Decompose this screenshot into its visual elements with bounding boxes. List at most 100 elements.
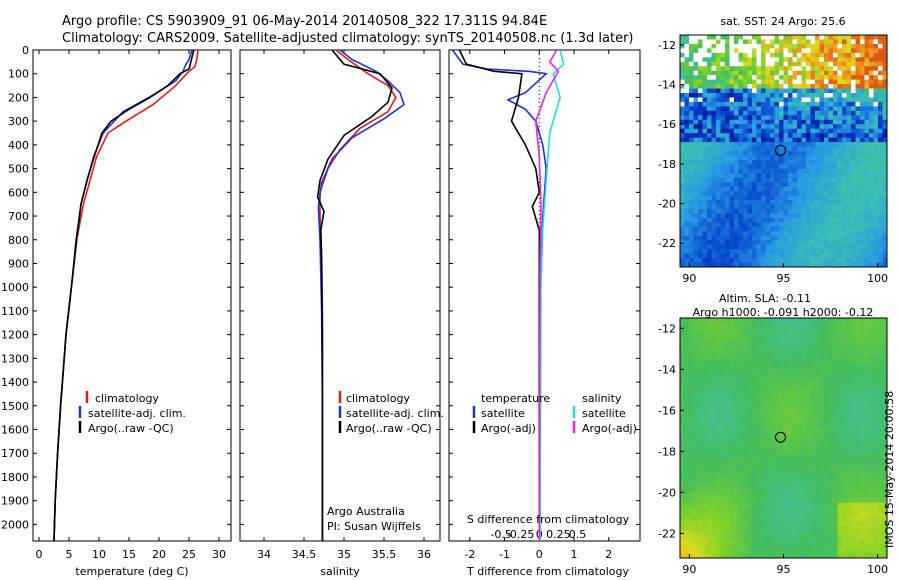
- map-cell: [824, 231, 830, 237]
- map-cell: [752, 382, 758, 388]
- map-cell: [828, 124, 834, 130]
- map-cell: [855, 101, 861, 107]
- map-cell: [792, 336, 798, 342]
- map-cell: [761, 195, 767, 201]
- map-cell: [860, 401, 866, 407]
- y-tick-label: 1100: [1, 305, 29, 318]
- map-cell: [788, 79, 794, 85]
- map-cell: [729, 534, 735, 541]
- map-cell: [770, 498, 776, 504]
- map-cell: [774, 217, 780, 223]
- map-cell: [842, 217, 848, 223]
- map-cell: [756, 57, 762, 63]
- map-cell: [752, 88, 758, 94]
- map-cell: [689, 48, 695, 54]
- map-cell: [860, 97, 866, 103]
- map-cell: [698, 461, 704, 467]
- map-cell: [801, 428, 807, 434]
- map-cell: [788, 387, 794, 393]
- map-cell: [720, 502, 726, 508]
- map-cell: [837, 544, 843, 550]
- map-cell: [846, 327, 852, 333]
- map-cell: [761, 364, 767, 370]
- map-cell: [752, 155, 758, 161]
- map-cell: [797, 447, 803, 453]
- map-cell: [684, 548, 690, 554]
- map-cell: [788, 442, 794, 448]
- map-cell: [698, 84, 704, 90]
- map-cell: [720, 106, 726, 112]
- map-cell: [680, 177, 686, 183]
- map-cell: [837, 258, 843, 264]
- map-cell: [810, 410, 816, 416]
- map-cell: [774, 70, 780, 76]
- map-cell: [693, 43, 699, 49]
- map-cell: [765, 442, 771, 448]
- map-cell: [788, 217, 794, 223]
- map-cell: [725, 43, 731, 49]
- map-cell: [765, 359, 771, 365]
- map-cell: [765, 249, 771, 255]
- map-cell: [797, 354, 803, 361]
- map-cell: [806, 159, 812, 165]
- map-cell: [869, 359, 875, 365]
- map-cell: [851, 93, 857, 99]
- map-cell: [716, 414, 722, 421]
- map-cell: [756, 433, 762, 439]
- map-cell: [860, 191, 866, 197]
- map-cell: [738, 253, 744, 259]
- map-cell: [864, 350, 870, 356]
- map-cell: [702, 253, 708, 259]
- map-cell: [752, 451, 758, 458]
- map-cell: [716, 364, 722, 370]
- map-cell: [788, 182, 794, 188]
- map-cell: [684, 173, 690, 179]
- map-cell: [743, 433, 749, 439]
- map-cell: [693, 401, 699, 407]
- map-cell: [756, 507, 762, 513]
- map-cell: [824, 222, 830, 228]
- map-cell: [783, 359, 789, 365]
- map-cell: [797, 200, 803, 206]
- map-cell: [765, 244, 771, 250]
- map-cell: [842, 345, 848, 351]
- map-cell: [819, 43, 825, 49]
- map-cell: [842, 419, 848, 425]
- map-cell: [788, 530, 794, 536]
- map-cell: [792, 137, 798, 143]
- map-cell: [693, 253, 699, 259]
- map-cell: [770, 119, 776, 125]
- map-cell: [824, 52, 830, 58]
- map-cell: [725, 350, 731, 356]
- map-cell: [765, 119, 771, 125]
- map-cell: [797, 106, 803, 112]
- map-cell: [774, 539, 780, 545]
- map-cell: [716, 553, 722, 558]
- map-cell: [680, 451, 686, 458]
- map-cell: [734, 368, 740, 374]
- map-cell: [837, 553, 843, 558]
- map-cell: [828, 498, 834, 504]
- map-cell: [842, 488, 848, 494]
- map-cell: [846, 451, 852, 458]
- map-cell: [788, 57, 794, 63]
- map-cell: [801, 488, 807, 494]
- map-cell: [837, 142, 843, 148]
- map-cell: [783, 48, 789, 54]
- map-cell: [833, 39, 839, 45]
- map-cell: [842, 115, 848, 121]
- map-cell: [729, 110, 735, 116]
- map-cell: [833, 43, 839, 49]
- map-cell: [864, 354, 870, 361]
- map-cell: [842, 322, 848, 328]
- map-cell: [806, 493, 812, 499]
- map-cell: [828, 43, 834, 49]
- map-cell: [837, 401, 843, 407]
- map-cell: [770, 262, 776, 267]
- map-cell: [860, 142, 866, 148]
- map-cell: [720, 88, 726, 94]
- map-cell: [747, 200, 753, 206]
- map-cell: [725, 465, 731, 471]
- map-cell: [806, 345, 812, 351]
- map-cell: [729, 378, 735, 384]
